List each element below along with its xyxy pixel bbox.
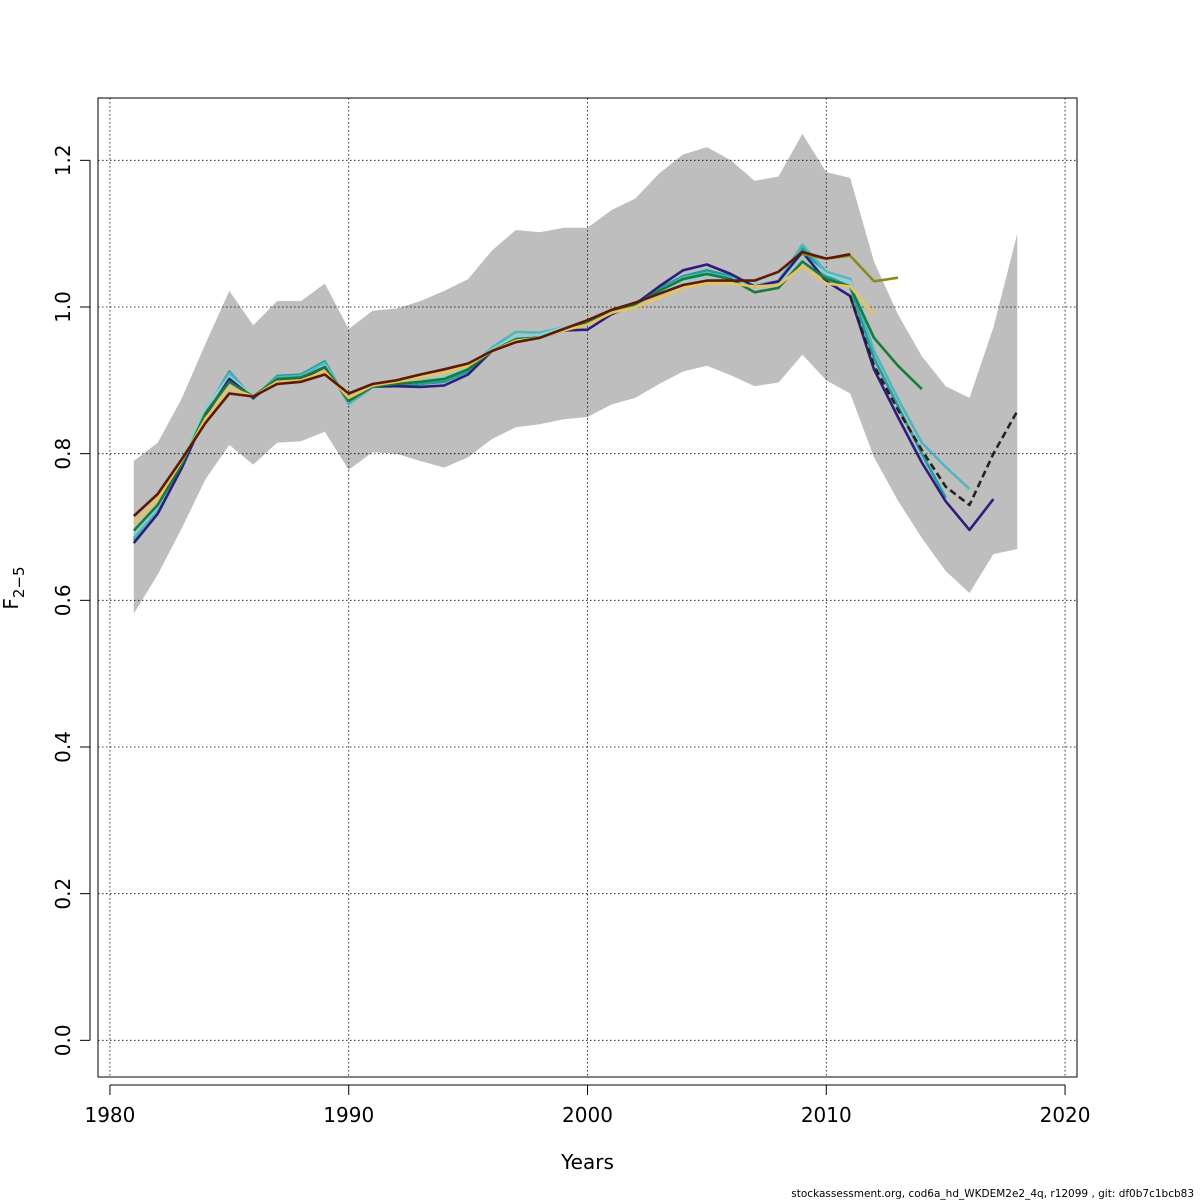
y-axis-title: F2−5 <box>0 566 28 609</box>
x-tick-label-1980: 1980 <box>84 1103 135 1127</box>
y-tick-label-0: 0.0 <box>51 1024 75 1056</box>
series-line-8 <box>132 250 851 517</box>
svg-text:F2−5: F2−5 <box>0 566 28 609</box>
y-tick-label-2: 0.4 <box>51 731 75 763</box>
y-tick-label-6: 1.2 <box>51 144 75 176</box>
x-tick-label-1990: 1990 <box>323 1103 374 1127</box>
x-tick-label-2020: 2020 <box>1040 1103 1091 1127</box>
y-axis: 0.0 0.2 0.4 0.6 0.8 1.0 1.2 <box>51 144 91 1056</box>
x-axis: 1980 1990 2000 2010 2020 <box>84 1084 1091 1127</box>
x-tick-label-2000: 2000 <box>562 1103 613 1127</box>
y-axis-title-main: F <box>0 598 23 610</box>
plot-frame <box>97 97 1078 1078</box>
grid-vertical <box>109 98 1066 1077</box>
grid-horizontal <box>98 159 1077 1041</box>
series-line-9 <box>848 295 1019 507</box>
y-tick-label-5: 1.0 <box>51 291 75 323</box>
x-tick-label-2010: 2010 <box>801 1103 852 1127</box>
y-tick-label-3: 0.6 <box>51 584 75 616</box>
footer-caption: stockassessment.org, cod6a_hd_WKDEM2e2_4… <box>791 1188 1194 1200</box>
y-tick-label-4: 0.8 <box>51 438 75 470</box>
y-axis-title-sub: 2−5 <box>10 566 28 598</box>
series-layer <box>132 243 1019 544</box>
x-axis-title: Years <box>560 1150 614 1174</box>
y-tick-label-1: 0.2 <box>51 878 75 910</box>
